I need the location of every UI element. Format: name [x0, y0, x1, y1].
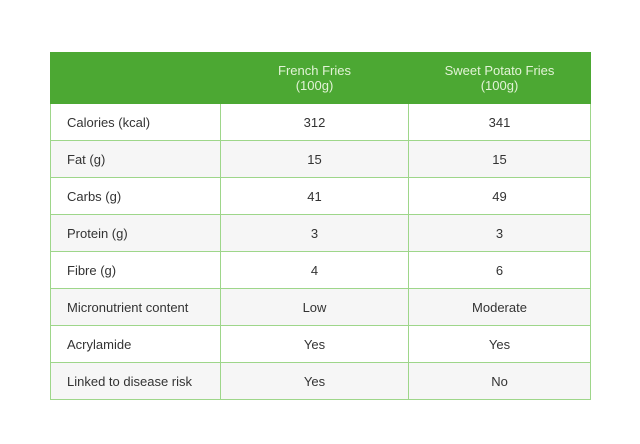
cell-value: 49	[408, 177, 591, 215]
nutrition-comparison-table: French Fries (100g) Sweet Potato Fries (10…	[50, 52, 591, 400]
header-label: French Fries	[278, 63, 351, 78]
cell-value: Yes	[408, 325, 591, 363]
cell-value: 312	[220, 103, 409, 141]
cell-value: 41	[220, 177, 409, 215]
cell-value: Yes	[220, 362, 409, 400]
cell-value: 15	[408, 140, 591, 178]
row-label: Fibre (g)	[50, 251, 221, 289]
cell-value: Moderate	[408, 288, 591, 326]
cell-value: 15	[220, 140, 409, 178]
cell-value: Yes	[220, 325, 409, 363]
row-label: Micronutrient content	[50, 288, 221, 326]
cell-value: 4	[220, 251, 409, 289]
cell-value: No	[408, 362, 591, 400]
header-label: Sweet Potato Fries	[444, 63, 555, 78]
cell-value: Low	[220, 288, 409, 326]
row-label: Carbs (g)	[50, 177, 221, 215]
table-row: Micronutrient content Low Moderate	[50, 288, 591, 326]
row-label: Calories (kcal)	[50, 103, 221, 141]
cell-value: 6	[408, 251, 591, 289]
table-row: Protein (g) 3 3	[50, 214, 591, 252]
cell-value: 3	[220, 214, 409, 252]
header-french-fries: French Fries (100g)	[220, 52, 409, 104]
header-sweet-potato-fries: Sweet Potato Fries (100g)	[408, 52, 591, 104]
header-empty	[50, 52, 221, 104]
cell-value: 341	[408, 103, 591, 141]
header-unit: (100g)	[295, 78, 334, 93]
table-row: Fat (g) 15 15	[50, 140, 591, 178]
header-unit: (100g)	[480, 78, 519, 93]
table-row: Calories (kcal) 312 341	[50, 103, 591, 141]
row-label: Acrylamide	[50, 325, 221, 363]
table-row: Acrylamide Yes Yes	[50, 325, 591, 363]
table-row: Linked to disease risk Yes No	[50, 362, 591, 400]
cell-value: 3	[408, 214, 591, 252]
header-row: French Fries (100g) Sweet Potato Fries (10…	[50, 52, 591, 104]
row-label: Protein (g)	[50, 214, 221, 252]
row-label: Linked to disease risk	[50, 362, 221, 400]
table-row: Carbs (g) 41 49	[50, 177, 591, 215]
table-row: Fibre (g) 4 6	[50, 251, 591, 289]
row-label: Fat (g)	[50, 140, 221, 178]
